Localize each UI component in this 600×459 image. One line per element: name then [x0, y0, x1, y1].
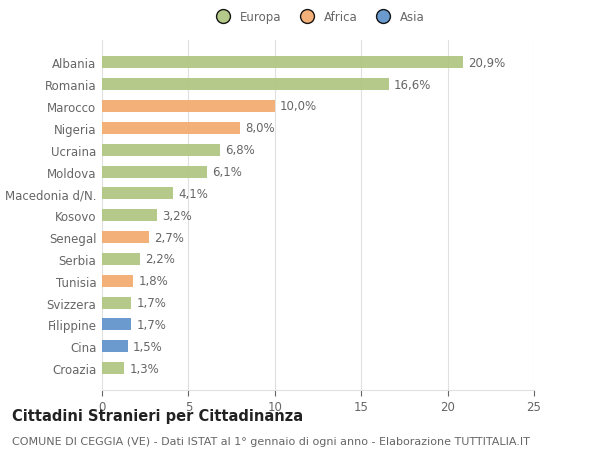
Bar [102, 231, 149, 244]
Bar [102, 123, 240, 134]
Text: 1,5%: 1,5% [133, 340, 163, 353]
Bar [102, 341, 128, 353]
Bar [102, 275, 133, 287]
Text: 6,1%: 6,1% [212, 166, 242, 179]
Text: 10,0%: 10,0% [280, 100, 317, 113]
Bar [102, 166, 208, 178]
Text: 1,3%: 1,3% [130, 362, 160, 375]
Text: COMUNE DI CEGGIA (VE) - Dati ISTAT al 1° gennaio di ogni anno - Elaborazione TUT: COMUNE DI CEGGIA (VE) - Dati ISTAT al 1°… [12, 436, 530, 446]
Text: 2,2%: 2,2% [145, 253, 175, 266]
Text: 16,6%: 16,6% [394, 78, 431, 91]
Bar [102, 210, 157, 222]
Bar [102, 362, 124, 374]
Bar [102, 319, 131, 330]
Bar [102, 144, 220, 157]
Legend: Europa, Africa, Asia: Europa, Africa, Asia [206, 6, 430, 28]
Text: 1,7%: 1,7% [137, 318, 166, 331]
Bar [102, 253, 140, 265]
Text: 6,8%: 6,8% [224, 144, 254, 157]
Text: 1,7%: 1,7% [137, 297, 166, 309]
Bar [102, 188, 173, 200]
Bar [102, 101, 275, 113]
Text: 2,7%: 2,7% [154, 231, 184, 244]
Bar [102, 79, 389, 91]
Text: 4,1%: 4,1% [178, 187, 208, 201]
Bar [102, 297, 131, 309]
Text: Cittadini Stranieri per Cittadinanza: Cittadini Stranieri per Cittadinanza [12, 409, 303, 424]
Text: 3,2%: 3,2% [163, 209, 192, 222]
Text: 20,9%: 20,9% [469, 56, 506, 70]
Text: 1,8%: 1,8% [138, 274, 168, 288]
Text: 8,0%: 8,0% [245, 122, 275, 135]
Bar [102, 57, 463, 69]
